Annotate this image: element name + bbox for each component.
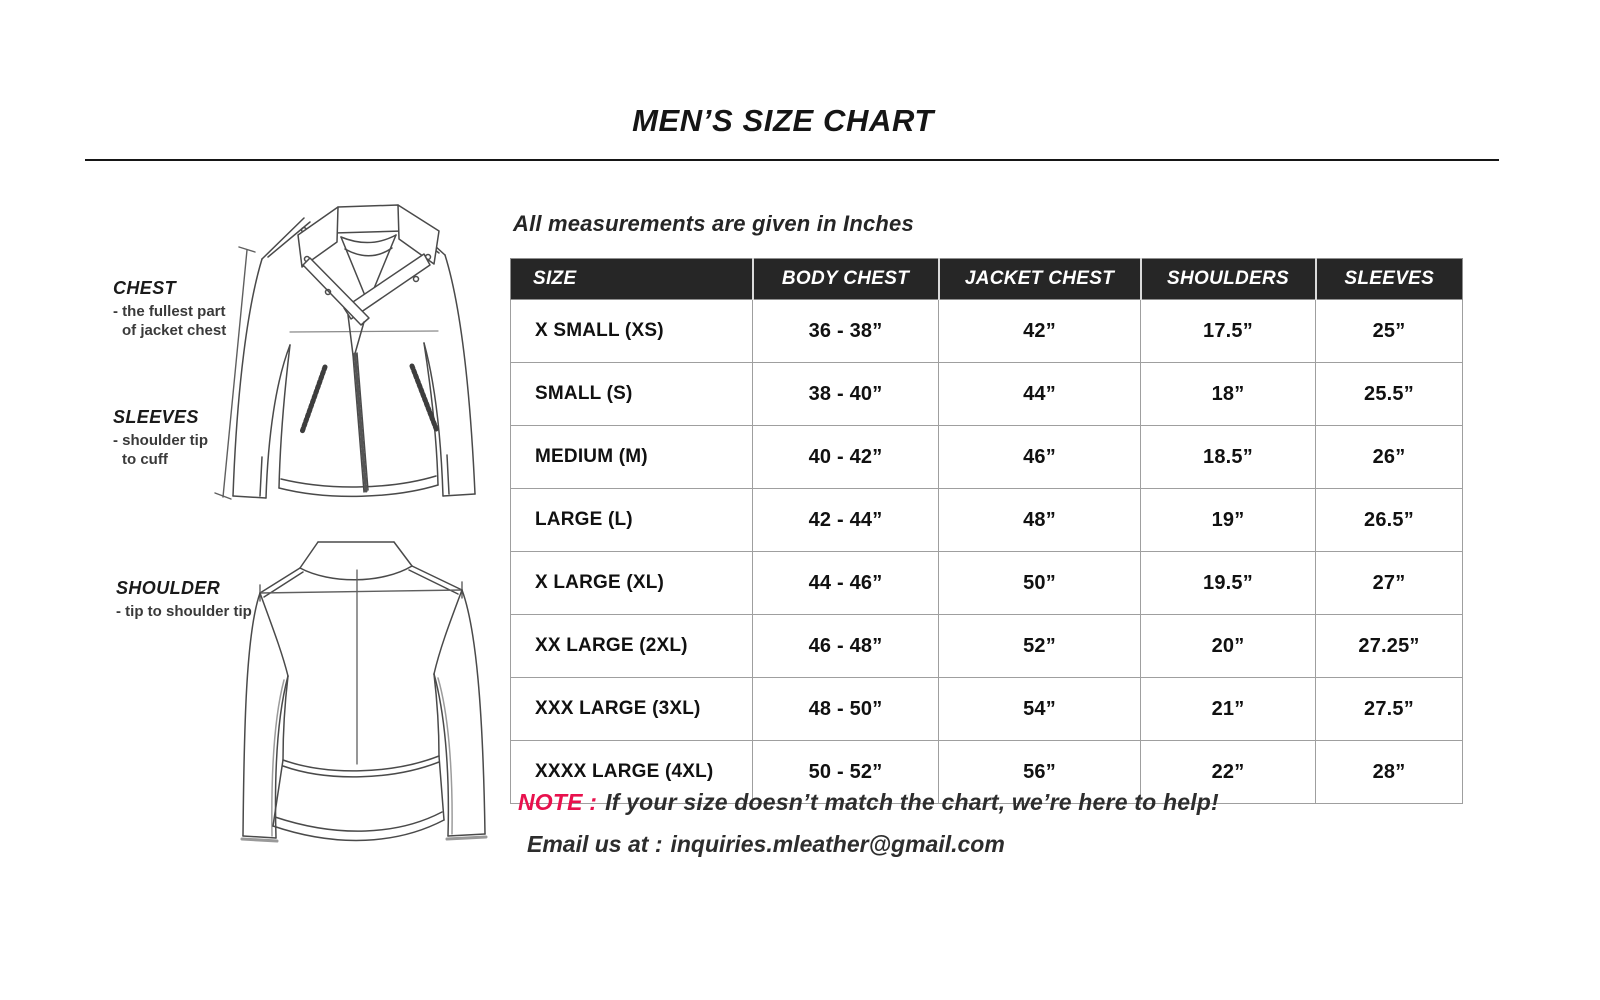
size-row: X SMALL (XS) 36 - 38” 42” 17.5” 25” [510,299,1463,363]
size-row: SMALL (S) 38 - 40” 44” 18” 25.5” [510,362,1463,426]
units-note: All measurements are given in Inches [513,211,914,236]
column-header-size: SIZE [510,258,753,300]
sleeves-label-desc-1: - shoulder tip [113,432,208,449]
sleeves-label: SLEEVES - shoulder tip to cuff [113,407,208,469]
chest-label-title: CHEST [113,278,177,298]
measurement-cell: 27” [1315,551,1463,615]
back-jacket-diagram [240,541,488,843]
left-pocket-zipper [299,364,328,435]
measurement-cell: 21” [1140,677,1316,741]
zipper-teeth [353,352,368,493]
size-name-cell: XXX LARGE (3XL) [510,677,753,741]
size-table: SIZE BODY CHEST JACKET CHEST SHOULDERS SLEEV… [510,258,1463,804]
measurement-cell: 20” [1140,614,1316,678]
size-row: XX LARGE (2XL) 46 - 48” 52” 20” 27.25” [510,614,1463,678]
measurement-cell: 18” [1140,362,1316,426]
measurement-cell: 27.25” [1315,614,1463,678]
shoulder-dimension-line [259,581,463,602]
size-name-cell: XX LARGE (2XL) [510,614,753,678]
sleeves-label-desc-2: to cuff [122,451,168,469]
note-text: If your size doesn’t match the chart, we… [605,789,1219,815]
measurement-cell: 18.5” [1140,425,1316,489]
size-row: XXX LARGE (3XL) 48 - 50” 54” 21” 27.5” [510,677,1463,741]
shoulder-label: SHOULDER - tip to shoulder tip [116,578,252,621]
size-row: X LARGE (XL) 44 - 46” 50” 19.5” 27” [510,551,1463,615]
chest-label: CHEST - the fullest part of jacket chest [113,278,226,340]
measurement-cell: 17.5” [1140,299,1316,363]
column-header-sleeves: SLEEVES [1314,258,1463,300]
measurement-cell: 50 - 52” [752,740,939,804]
measurement-cell: 56” [938,740,1141,804]
size-name-cell: X SMALL (XS) [510,299,753,363]
measurement-cell: 19.5” [1140,551,1316,615]
measurement-cell: 54” [938,677,1141,741]
sleeves-label-title: SLEEVES [113,407,199,427]
measurement-cell: 28” [1315,740,1463,804]
note-label: NOTE : [518,789,598,815]
email-label: Email us at : [527,831,663,857]
chest-measure-line [289,330,439,333]
measurement-cell: 42” [938,299,1141,363]
size-name-cell: X LARGE (XL) [510,551,753,615]
email-line: Email us at : inquiries.mleather@gmail.co… [527,831,1005,858]
chest-label-desc-1: - the fullest part [113,303,226,320]
measurement-cell: 48” [938,488,1141,552]
chest-label-desc-2: of jacket chest [122,322,227,340]
column-header-shoulders: SHOULDERS [1139,258,1316,300]
measurement-cell: 44” [938,362,1141,426]
column-header-body-chest: BODY CHEST [751,258,939,300]
size-row: LARGE (L) 42 - 44” 48” 19” 26.5” [510,488,1463,552]
size-table-header-row: SIZE BODY CHEST JACKET CHEST SHOULDERS SLEEV… [510,258,1463,300]
measurement-cell: 42 - 44” [752,488,939,552]
email-address: inquiries.mleather@gmail.com [670,831,1005,857]
measurement-cell: 26” [1315,425,1463,489]
measurement-cell: 44 - 46” [752,551,939,615]
size-name-cell: SMALL (S) [510,362,753,426]
measurement-cell: 27.5” [1315,677,1463,741]
shoulder-label-desc-1: - tip to shoulder tip [116,603,252,620]
measurement-cell: 38 - 40” [752,362,939,426]
size-row: XXXX LARGE (4XL) 50 - 52” 56” 22” 28” [510,740,1463,804]
size-name-cell: XXXX LARGE (4XL) [510,740,753,804]
measurement-cell: 26.5” [1315,488,1463,552]
note-line: NOTE : If your size doesn’t match the cha… [518,789,1219,816]
measurement-cell: 48 - 50” [752,677,939,741]
measurement-cell: 40 - 42” [752,425,939,489]
size-row: MEDIUM (M) 40 - 42” 46” 18.5” 26” [510,425,1463,489]
measurement-cell: 25.5” [1315,362,1463,426]
measurement-cell: 19” [1140,488,1316,552]
measurement-cell: 25” [1315,299,1463,363]
sleeve-dimension-line [214,246,256,500]
title-divider [85,159,1499,161]
measurement-cell: 46 - 48” [752,614,939,678]
shoulder-label-title: SHOULDER [116,578,221,598]
measurement-cell: 36 - 38” [752,299,939,363]
right-pocket-zipper [409,363,440,434]
size-name-cell: LARGE (L) [510,488,753,552]
front-jacket-diagram [214,204,476,500]
size-table-body: X SMALL (XS) 36 - 38” 42” 17.5” 25” SMALL (S)… [510,299,1463,804]
measurement-cell: 50” [938,551,1141,615]
size-name-cell: MEDIUM (M) [510,425,753,489]
measurement-cell: 22” [1140,740,1316,804]
column-header-jacket-chest: JACKET CHEST [937,258,1141,300]
measurement-cell: 52” [938,614,1141,678]
measurement-cell: 46” [938,425,1141,489]
page-title: MEN’S SIZE CHART [632,103,934,138]
